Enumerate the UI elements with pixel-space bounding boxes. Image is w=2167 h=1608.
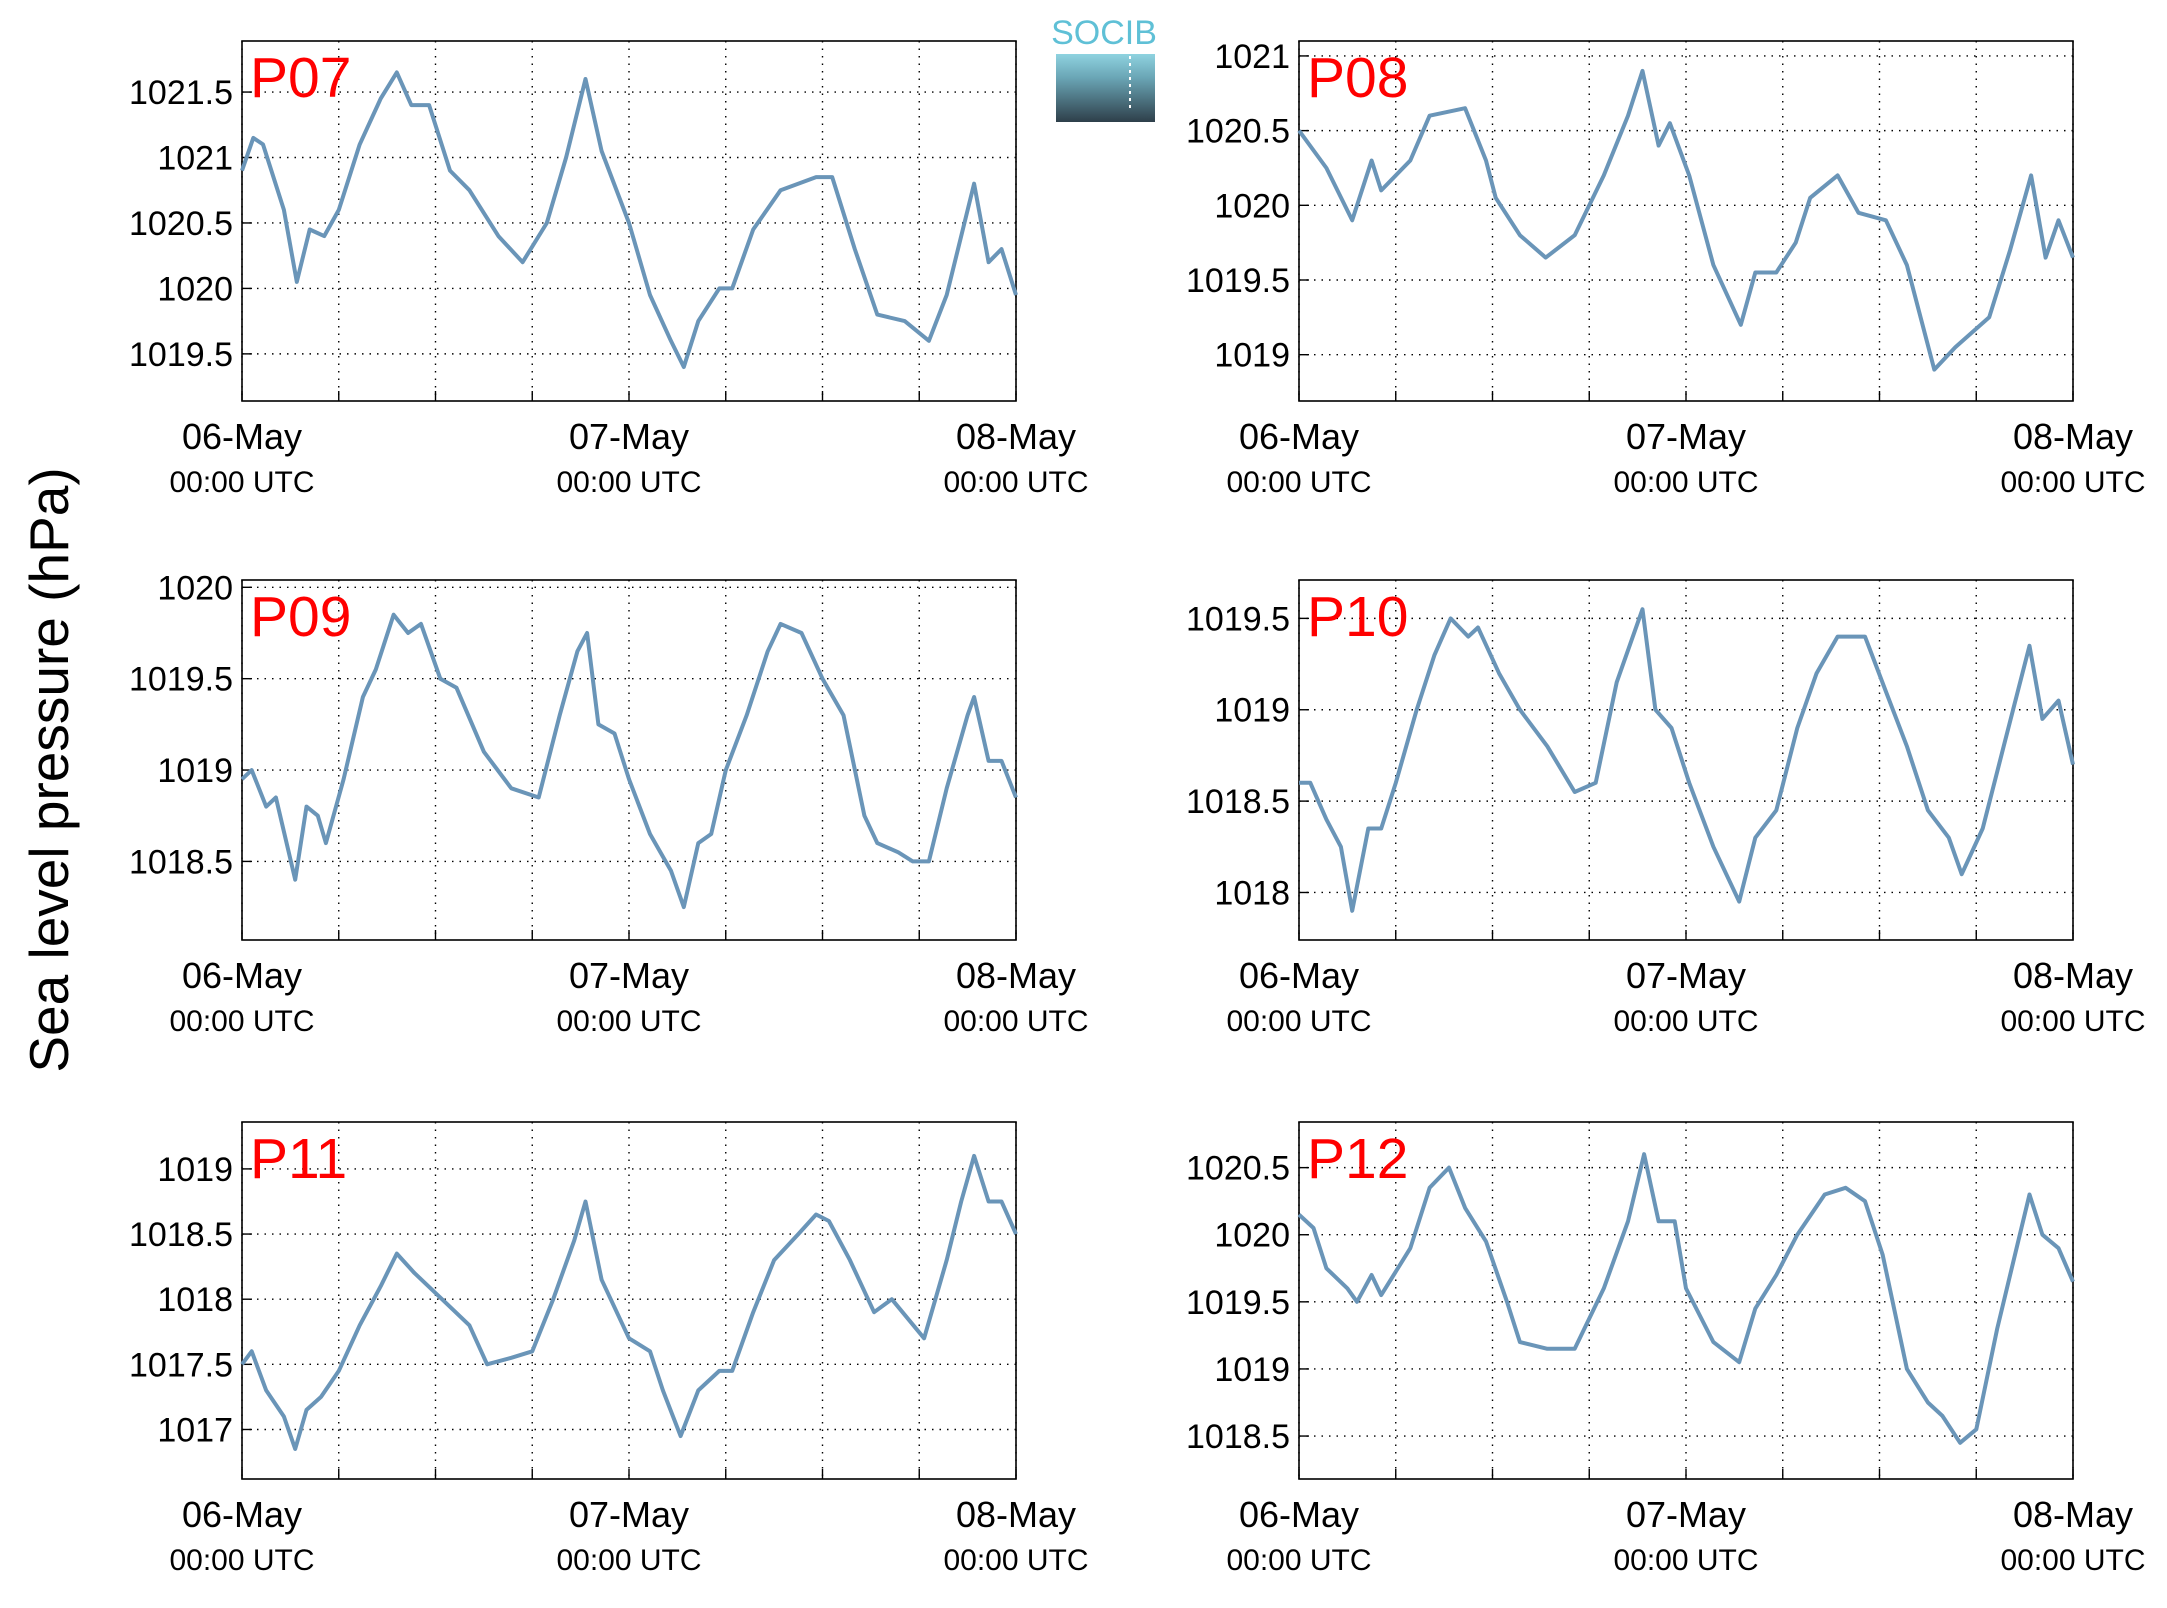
- x-tick-label: 07-May: [1626, 1494, 1746, 1535]
- x-tick-sublabel: 00:00 UTC: [2000, 1005, 2145, 1038]
- panel-title: P10: [1307, 585, 1408, 649]
- x-tick-sublabel: 00:00 UTC: [2000, 1544, 2145, 1577]
- subplot: 06-May 00:00 UTC 07-May 00:00 UTC 08-May 00:0…: [1186, 38, 2146, 499]
- x-tick-sublabel: 00:00 UTC: [943, 1005, 1088, 1038]
- x-tick-label: 08-May: [956, 955, 1076, 996]
- x-tick-sublabel: 00:00 UTC: [169, 1544, 314, 1577]
- y-tick-label: 1017: [157, 1411, 233, 1449]
- y-tick-label: 1019.5: [129, 661, 233, 699]
- y-tick-label: 1019: [1214, 692, 1290, 730]
- y-tick-label: 1019.5: [1186, 262, 1290, 300]
- y-tick-label: 1020: [1214, 187, 1290, 225]
- y-tick-label: 1018.5: [1186, 1418, 1290, 1456]
- subplot: 06-May 00:00 UTC 07-May 00:00 UTC 08-May 00:0…: [1186, 1121, 2146, 1577]
- y-tick-label: 1019.5: [1186, 1284, 1290, 1322]
- y-tick-label: 1018.5: [1186, 783, 1290, 821]
- data-line: [1299, 607, 2075, 913]
- plot-frame: [241, 579, 1017, 941]
- y-tick-label: 1019: [1214, 337, 1290, 375]
- panel-title: P12: [1307, 1127, 1408, 1191]
- x-tick-label: 08-May: [956, 416, 1076, 457]
- y-tick-label: 1018.5: [129, 843, 233, 881]
- panel-title: P07: [250, 46, 351, 110]
- x-tick-sublabel: 00:00 UTC: [1226, 1005, 1371, 1038]
- x-tick-label: 06-May: [1239, 416, 1359, 457]
- y-tick-label: 1019: [1214, 1351, 1290, 1389]
- y-tick-label: 1018: [157, 1281, 233, 1319]
- y-tick-label: 1017.5: [129, 1346, 233, 1384]
- y-tick-label: 1020.5: [129, 205, 233, 243]
- y-tick-label: 1021: [157, 140, 233, 178]
- y-tick-label: 1021.5: [129, 74, 233, 112]
- data-line: [240, 1153, 1018, 1451]
- y-tick-label: 1020: [1214, 1217, 1290, 1255]
- data-line: [240, 612, 1018, 910]
- data-line: [240, 70, 1018, 369]
- y-tick-label: 1021: [1214, 38, 1290, 76]
- x-tick-sublabel: 00:00 UTC: [943, 1544, 1088, 1577]
- x-tick-sublabel: 00:00 UTC: [1613, 1544, 1758, 1577]
- x-tick-sublabel: 00:00 UTC: [943, 466, 1088, 499]
- x-tick-label: 06-May: [182, 1494, 302, 1535]
- x-tick-sublabel: 00:00 UTC: [1226, 466, 1371, 499]
- plot-frame: [241, 40, 1017, 402]
- logo-text: SOCIB: [1051, 14, 1157, 52]
- x-tick-label: 08-May: [956, 1494, 1076, 1535]
- y-tick-label: 1020: [157, 569, 233, 607]
- x-tick-label: 07-May: [569, 1494, 689, 1535]
- y-axis-label: Sea level pressure (hPa): [18, 467, 80, 1072]
- data-line: [1297, 68, 2075, 372]
- y-tick-label: 1020: [157, 270, 233, 308]
- x-tick-label: 07-May: [1626, 955, 1746, 996]
- y-tick-label: 1018: [1214, 874, 1290, 912]
- y-tick-label: 1020.5: [1186, 1150, 1290, 1188]
- plot-frame: [1298, 1121, 2074, 1480]
- panel-title: P11: [250, 1127, 347, 1191]
- y-tick-label: 1019.5: [1186, 600, 1290, 638]
- x-tick-sublabel: 00:00 UTC: [556, 466, 701, 499]
- x-tick-label: 06-May: [1239, 1494, 1359, 1535]
- x-tick-sublabel: 00:00 UTC: [1226, 1544, 1371, 1577]
- x-tick-label: 06-May: [1239, 955, 1359, 996]
- panel-title: P08: [1307, 46, 1408, 110]
- y-tick-label: 1018.5: [129, 1216, 233, 1254]
- subplot: 06-May 00:00 UTC 07-May 00:00 UTC 08-May 00:0…: [129, 569, 1089, 1038]
- x-tick-label: 07-May: [1626, 416, 1746, 457]
- x-tick-label: 06-May: [182, 955, 302, 996]
- logo-image: [1056, 54, 1155, 122]
- logo: SOCIB: [1051, 14, 1157, 122]
- subplot: 06-May 00:00 UTC 07-May 00:00 UTC 08-May 00:0…: [1186, 579, 2146, 1038]
- plot-frame: [241, 1121, 1017, 1480]
- y-tick-label: 1019.5: [129, 336, 233, 374]
- panel-title: P09: [250, 585, 351, 649]
- x-tick-label: 08-May: [2013, 416, 2133, 457]
- x-tick-sublabel: 00:00 UTC: [1613, 1005, 1758, 1038]
- data-line: [1297, 1152, 2075, 1445]
- x-tick-sublabel: 00:00 UTC: [556, 1005, 701, 1038]
- x-tick-label: 07-May: [569, 955, 689, 996]
- plot-frame: [1298, 40, 2074, 402]
- y-tick-label: 1019: [157, 752, 233, 790]
- x-tick-label: 08-May: [2013, 955, 2133, 996]
- x-tick-sublabel: 00:00 UTC: [1613, 466, 1758, 499]
- x-tick-sublabel: 00:00 UTC: [2000, 466, 2145, 499]
- y-tick-label: 1019: [157, 1151, 233, 1189]
- x-tick-label: 06-May: [182, 416, 302, 457]
- x-tick-sublabel: 00:00 UTC: [169, 1005, 314, 1038]
- y-tick-label: 1020.5: [1186, 113, 1290, 151]
- subplot: 06-May 00:00 UTC 07-May 00:00 UTC 08-May 00:0…: [129, 40, 1089, 499]
- x-tick-sublabel: 00:00 UTC: [169, 466, 314, 499]
- subplot: 06-May 00:00 UTC 07-May 00:00 UTC 08-May 00:0…: [129, 1121, 1089, 1577]
- x-tick-label: 07-May: [569, 416, 689, 457]
- x-tick-label: 08-May: [2013, 1494, 2133, 1535]
- x-tick-sublabel: 00:00 UTC: [556, 1544, 701, 1577]
